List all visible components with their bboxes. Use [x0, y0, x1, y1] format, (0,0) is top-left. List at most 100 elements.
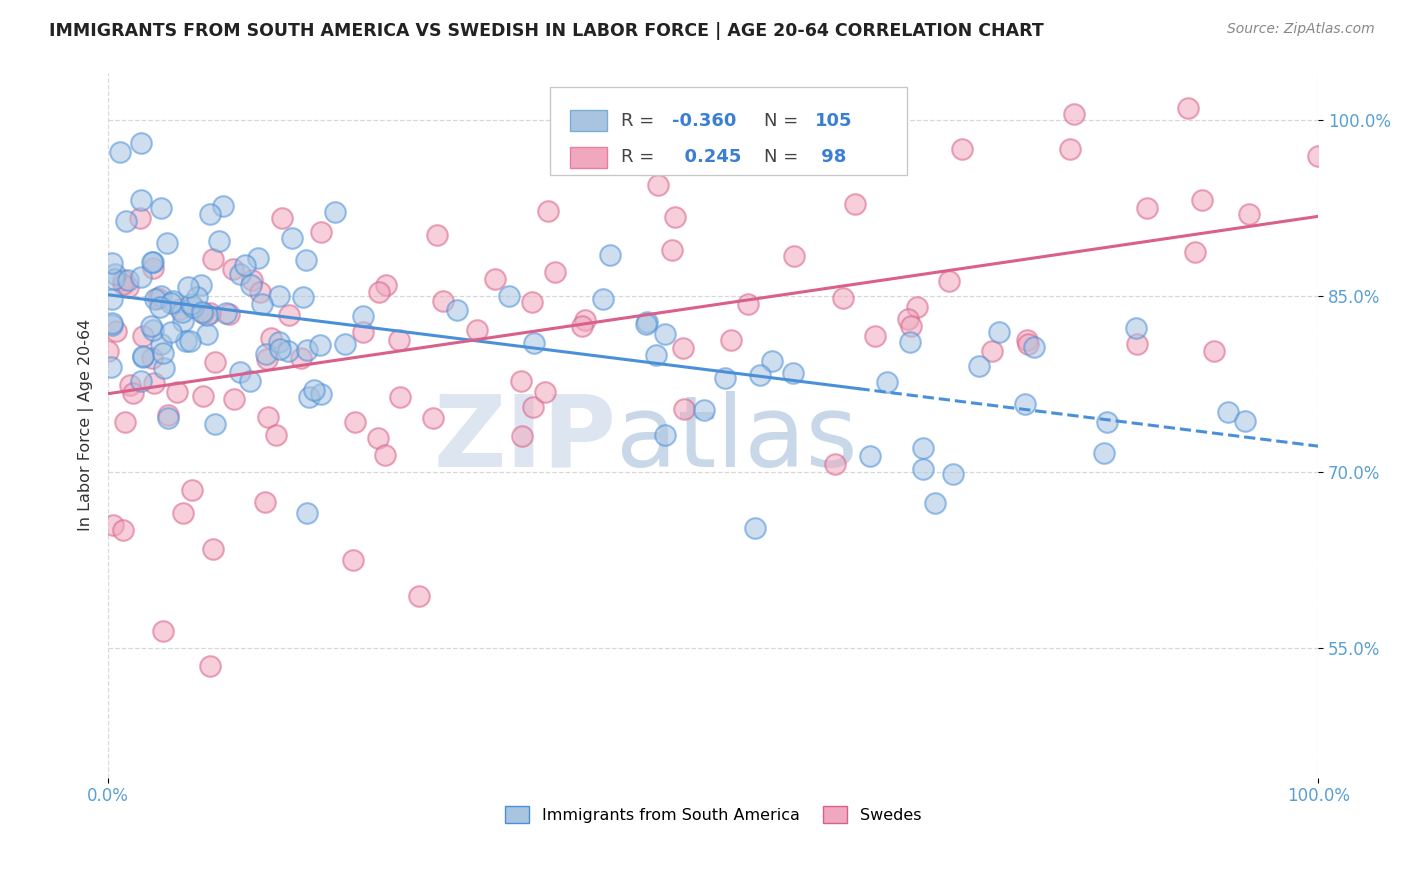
- Point: [422, 411, 444, 425]
- Point: [129, 211, 152, 225]
- Point: [302, 384, 325, 398]
- Point: [1125, 321, 1147, 335]
- Point: [1063, 107, 1085, 121]
- Point: [897, 312, 920, 326]
- Point: [104, 267, 127, 281]
- Text: Source: ZipAtlas.com: Source: ZipAtlas.com: [1227, 22, 1375, 37]
- Point: [257, 410, 280, 425]
- Point: [1015, 333, 1038, 347]
- Point: [592, 292, 614, 306]
- Point: [204, 417, 226, 431]
- Point: [644, 348, 666, 362]
- Text: 0.245: 0.245: [672, 148, 741, 167]
- Point: [117, 273, 139, 287]
- Point: [114, 415, 136, 429]
- Point: [782, 366, 804, 380]
- Point: [911, 462, 934, 476]
- Point: [831, 291, 853, 305]
- Point: [180, 297, 202, 311]
- Point: [115, 214, 138, 228]
- Point: [1095, 415, 1118, 429]
- Point: [141, 255, 163, 269]
- Point: [654, 326, 676, 341]
- Point: [1126, 337, 1149, 351]
- Point: [198, 207, 221, 221]
- Point: [101, 316, 124, 330]
- Point: [432, 293, 454, 308]
- Point: [761, 354, 783, 368]
- Point: [146, 291, 169, 305]
- Point: [160, 296, 183, 310]
- Point: [408, 589, 430, 603]
- Point: [876, 375, 898, 389]
- Point: [215, 306, 238, 320]
- Point: [967, 359, 990, 373]
- Point: [277, 344, 299, 359]
- Point: [200, 306, 222, 320]
- Point: [132, 328, 155, 343]
- Point: [264, 428, 287, 442]
- Point: [1202, 343, 1225, 358]
- Point: [256, 347, 278, 361]
- Point: [1092, 446, 1115, 460]
- Point: [267, 335, 290, 350]
- Text: N =: N =: [763, 148, 804, 167]
- Point: [269, 342, 291, 356]
- Point: [149, 300, 172, 314]
- Point: [131, 351, 153, 365]
- Point: [510, 374, 533, 388]
- Point: [179, 334, 201, 349]
- Point: [446, 303, 468, 318]
- Point: [374, 448, 396, 462]
- Point: [110, 145, 132, 160]
- Point: [208, 235, 231, 249]
- Point: [142, 261, 165, 276]
- Point: [101, 518, 124, 533]
- Point: [150, 337, 173, 351]
- Point: [1177, 101, 1199, 115]
- Point: [97, 343, 120, 358]
- Point: [297, 391, 319, 405]
- Point: [291, 289, 314, 303]
- Point: [271, 211, 294, 226]
- Point: [534, 384, 557, 399]
- Point: [905, 300, 928, 314]
- Point: [352, 325, 374, 339]
- Point: [425, 228, 447, 243]
- Text: 98: 98: [815, 148, 846, 167]
- Point: [824, 458, 846, 472]
- Point: [571, 318, 593, 333]
- Point: [368, 285, 391, 300]
- Point: [863, 329, 886, 343]
- Point: [191, 389, 214, 403]
- Point: [544, 265, 567, 279]
- Point: [672, 401, 695, 416]
- Point: [342, 553, 364, 567]
- Point: [1014, 397, 1036, 411]
- Text: IMMIGRANTS FROM SOUTH AMERICA VS SWEDISH IN LABOR FORCE | AGE 20-64 CORRELATION : IMMIGRANTS FROM SOUTH AMERICA VS SWEDISH…: [49, 22, 1045, 40]
- Point: [149, 201, 172, 215]
- Point: [290, 351, 312, 366]
- Point: [198, 659, 221, 673]
- Point: [222, 261, 245, 276]
- Point: [162, 293, 184, 308]
- Point: [201, 541, 224, 556]
- Point: [309, 226, 332, 240]
- Point: [259, 330, 281, 344]
- Point: [190, 277, 212, 292]
- Point: [654, 428, 676, 442]
- Text: R =: R =: [621, 148, 661, 167]
- Point: [647, 178, 669, 193]
- Point: [256, 351, 278, 366]
- Point: [281, 231, 304, 245]
- Point: [574, 313, 596, 327]
- Point: [118, 378, 141, 392]
- Point: [139, 319, 162, 334]
- Point: [1184, 245, 1206, 260]
- Point: [1059, 142, 1081, 156]
- Text: R =: R =: [621, 112, 661, 129]
- Point: [537, 204, 560, 219]
- Point: [744, 521, 766, 535]
- Point: [250, 297, 273, 311]
- Point: [522, 400, 544, 414]
